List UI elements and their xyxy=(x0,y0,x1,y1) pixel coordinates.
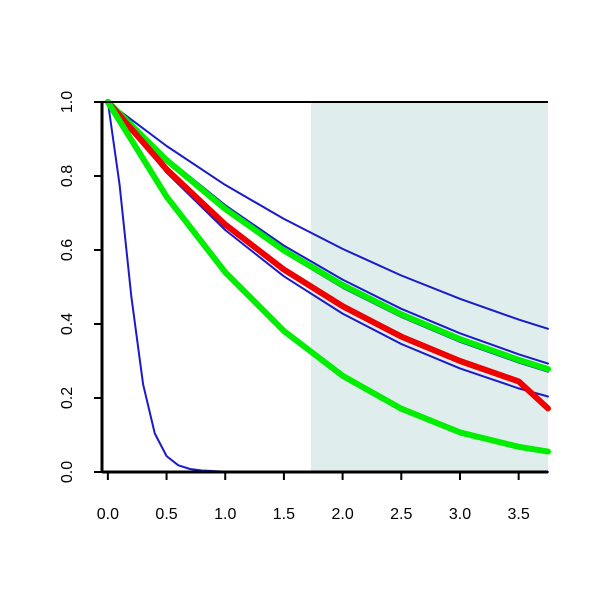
x-tick-label: 2.0 xyxy=(331,506,353,523)
x-tick-label: 2.5 xyxy=(390,506,412,523)
y-axis-ticks: 0.0 0.2 0.4 0.6 0.8 1.0 xyxy=(59,91,102,483)
series-line-7 xyxy=(104,99,551,412)
y-tick-label: 0.8 xyxy=(59,165,76,187)
axes-layer xyxy=(100,101,548,474)
series-line-8 xyxy=(104,99,551,455)
y-tick-label: 1.0 xyxy=(59,91,76,113)
x-tick-label: 1.5 xyxy=(273,506,295,523)
x-axis-ticks: 0.0 0.5 1.0 1.5 2.0 2.5 3.0 3.5 xyxy=(97,472,530,523)
y-tick-label: 0.6 xyxy=(59,239,76,261)
y-tick-label: 0.0 xyxy=(59,461,76,483)
x-tick-label: 1.0 xyxy=(214,506,236,523)
x-tick-label: 0.5 xyxy=(155,506,177,523)
x-tick-label: 0.0 xyxy=(97,506,119,523)
x-tick-label: 3.5 xyxy=(508,506,530,523)
series-line-2 xyxy=(106,101,549,330)
y-tick-label: 0.2 xyxy=(59,387,76,409)
series-line-6 xyxy=(104,99,551,373)
series-layer xyxy=(104,99,551,473)
y-tick-label: 0.4 xyxy=(59,313,76,335)
x-tick-label: 3.0 xyxy=(449,506,471,523)
